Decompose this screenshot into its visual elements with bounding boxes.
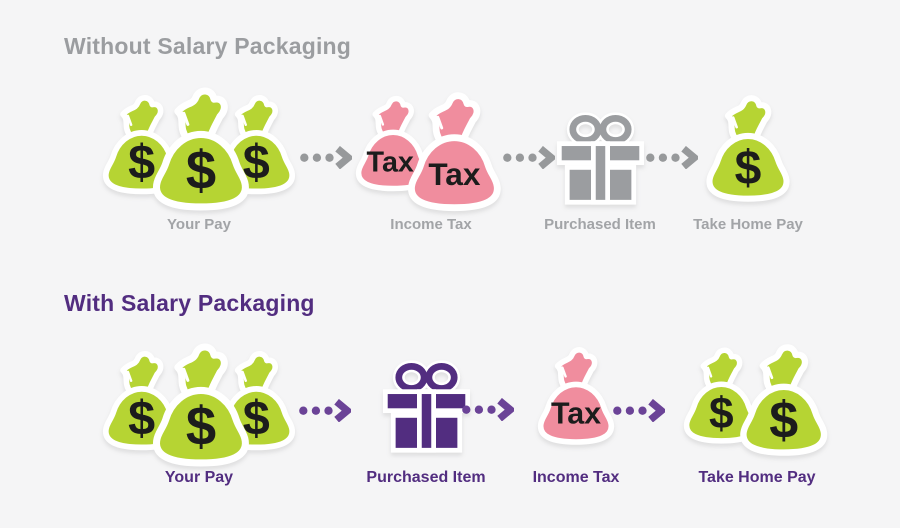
step-with-take-home-pay: $ $ Take Home Pay	[678, 340, 836, 492]
step-label: Purchased Item	[366, 469, 486, 486]
dollar-glyph: $	[128, 391, 155, 445]
step-label: Take Home Pay	[693, 216, 803, 233]
step-label: Your Pay	[164, 469, 234, 486]
money-bags-triple-icon: $ $ $	[97, 342, 301, 473]
step-label: Your Pay	[167, 216, 231, 233]
dotted-arrow-icon	[297, 399, 351, 422]
step-label: Purchased Item	[544, 216, 656, 233]
dollar-glyph: $	[128, 135, 155, 189]
dollar-glyph: $	[186, 140, 216, 201]
step-with-income-tax: Tax Income Tax	[532, 340, 620, 492]
step-label: Income Tax	[532, 469, 620, 486]
dotted-arrow-icon	[611, 399, 665, 422]
section-title-without: Without Salary Packaging	[64, 33, 352, 59]
money-bags-double-icon: $ $	[678, 343, 834, 464]
dollar-glyph: $	[709, 389, 734, 438]
step-label: Take Home Pay	[698, 469, 816, 486]
dotted-arrow-icon	[644, 146, 698, 169]
dollar-glyph: $	[243, 135, 270, 189]
tax-bag-single-icon: Tax	[532, 346, 620, 450]
dollar-glyph: $	[735, 142, 762, 195]
tax-glyph: Tax	[367, 146, 414, 178]
step-with-your-pay: $ $ $ Your Pay	[97, 340, 301, 492]
dotted-arrow-icon	[460, 398, 514, 421]
step-label: Income Tax	[390, 216, 472, 233]
dotted-arrow-icon	[298, 146, 352, 169]
step-without-purchased-item: Purchased Item	[544, 86, 656, 238]
dollar-glyph: $	[769, 391, 798, 449]
gift-box-icon	[553, 112, 648, 209]
step-without-your-pay: $ $ $ Your Pay	[97, 86, 301, 238]
tax-glyph: Tax	[551, 397, 601, 431]
step-without-take-home-pay: $ Take Home Pay	[693, 86, 803, 238]
money-bags-triple-icon: $ $ $	[97, 86, 301, 217]
step-with-purchased-item: Purchased Item	[366, 340, 486, 492]
section-title-with: With Salary Packaging	[64, 290, 315, 316]
step-without-income-tax: Tax Tax Income Tax	[350, 86, 512, 238]
dollar-glyph: $	[186, 396, 216, 457]
dollar-glyph: $	[243, 391, 270, 445]
tax-glyph: Tax	[428, 156, 481, 192]
money-bag-single-icon: $	[700, 94, 796, 209]
tax-bags-double-icon: Tax Tax	[350, 91, 508, 220]
